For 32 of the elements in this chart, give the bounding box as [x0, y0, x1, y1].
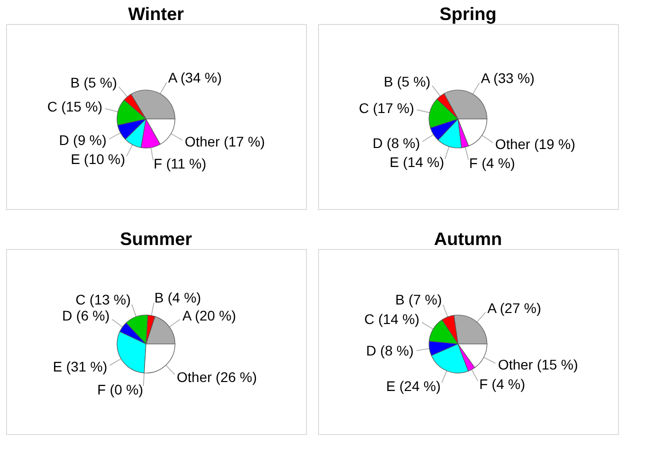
slice-label: Other (15 %)	[498, 356, 578, 372]
slice-label: B (5 %)	[384, 73, 430, 90]
slice-label: D (8 %)	[366, 342, 414, 358]
slice-label: F (11 %)	[154, 156, 206, 172]
slice-label: E (24 %)	[386, 378, 441, 394]
category-label: F (0 %)	[97, 381, 144, 398]
slice-label: C (13 %)	[76, 291, 131, 308]
chart-title: Autumn	[434, 229, 502, 249]
chart-title: Summer	[120, 229, 192, 249]
slice-label: B (5 %)	[70, 74, 118, 91]
slice-label: F (4 %)	[469, 154, 516, 171]
chart-title: Winter	[128, 4, 184, 24]
slice-label: E (31 %)	[52, 358, 108, 375]
slice-label: C (15 %)	[47, 98, 102, 115]
slice-label: F (4 %)	[479, 376, 526, 392]
slice-label: D (8 %)	[372, 134, 420, 151]
slice-label: Other (26 %)	[176, 368, 257, 385]
slice-label: C (14 %)	[364, 311, 420, 328]
slice-label: D (9 %)	[59, 132, 107, 148]
slice-label: A (27 %)	[487, 300, 542, 316]
chart-title: Spring	[440, 4, 496, 24]
slice-label: D (6 %)	[62, 308, 110, 324]
slice-label: A (20 %)	[182, 308, 236, 324]
slice-label: E (14 %)	[390, 154, 444, 170]
slice-label: A (34 %)	[168, 70, 222, 86]
slice-label: Other (17 %)	[184, 133, 265, 150]
slice-label: A (33 %)	[480, 70, 535, 86]
slice-label: E (10 %)	[70, 151, 126, 168]
slice-label: Other (19 %)	[495, 136, 576, 152]
slice-label: C (17 %)	[358, 100, 414, 116]
slice-label: B (4 %)	[154, 289, 202, 306]
slice-label: B (7 %)	[395, 292, 442, 308]
